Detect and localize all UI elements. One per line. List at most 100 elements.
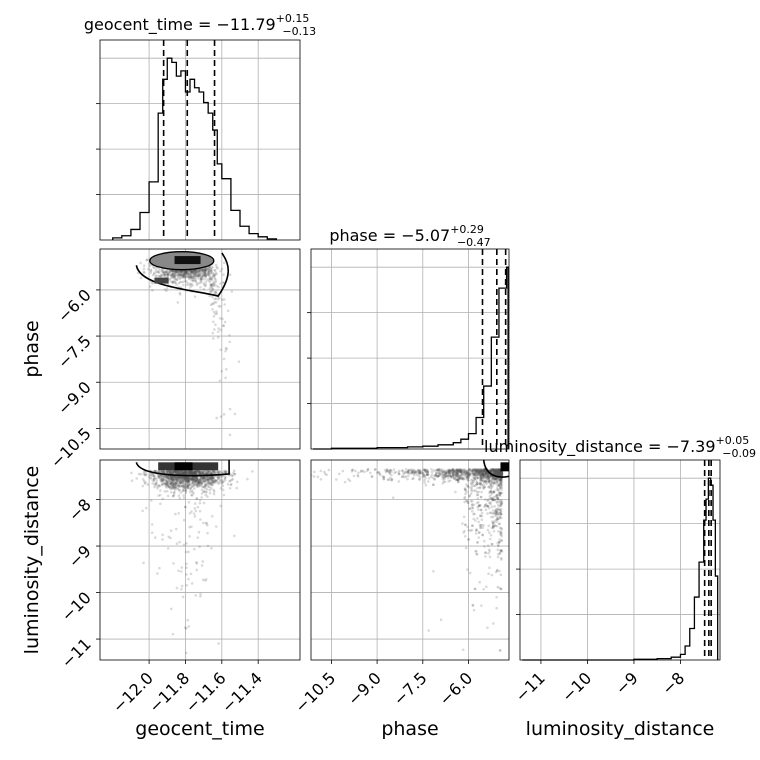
sample-point <box>200 276 203 279</box>
sample-point <box>176 484 180 488</box>
sample-point <box>348 479 352 483</box>
sample-point <box>473 476 476 479</box>
sample-point <box>499 472 503 475</box>
sample-point <box>169 471 172 475</box>
sample-point <box>209 277 213 281</box>
sample-point <box>475 501 479 505</box>
sample-point <box>187 470 191 474</box>
sample-point <box>171 478 175 482</box>
sample-point <box>172 484 176 487</box>
sample-point <box>224 346 228 350</box>
sample-point <box>476 476 479 479</box>
sample-point <box>497 491 501 495</box>
sample-point <box>200 472 204 476</box>
sample-point <box>203 277 207 281</box>
sample-point <box>412 477 415 480</box>
sample-point <box>500 474 503 477</box>
sample-point <box>499 473 503 476</box>
sample-point <box>228 334 231 337</box>
sample-point <box>497 470 500 474</box>
sample-point <box>180 476 183 479</box>
sample-point <box>232 471 235 475</box>
sample-point <box>186 484 190 488</box>
sample-point <box>496 468 500 472</box>
sample-point <box>174 470 178 474</box>
sample-point <box>201 268 205 272</box>
sample-point <box>203 477 206 481</box>
sample-point <box>174 480 178 484</box>
sample-point <box>497 471 500 474</box>
sample-point <box>497 469 501 473</box>
sample-point <box>208 280 211 284</box>
sample-point <box>482 587 485 591</box>
sample-point <box>447 470 451 474</box>
sample-point <box>368 471 372 475</box>
sample-point <box>179 271 183 274</box>
sample-point <box>496 473 499 476</box>
sample-point <box>181 476 184 480</box>
sample-point <box>200 564 204 567</box>
sample-point <box>233 472 236 476</box>
sample-point <box>185 479 189 482</box>
sample-point <box>213 471 217 475</box>
sample-point <box>203 579 207 582</box>
sample-point <box>167 477 171 481</box>
sample-point <box>490 480 494 484</box>
sample-point <box>212 284 216 288</box>
sample-point <box>418 468 422 472</box>
sample-point <box>159 478 163 482</box>
sample-point <box>203 479 206 483</box>
sample-point <box>483 504 487 507</box>
sample-point <box>266 474 269 477</box>
sample-point <box>189 270 193 273</box>
sample-point <box>191 478 194 482</box>
sample-point <box>468 571 472 575</box>
sample-point <box>491 484 494 488</box>
sample-point <box>178 470 182 473</box>
sample-point <box>221 484 225 488</box>
sample-point <box>493 524 497 528</box>
sample-point <box>497 468 501 471</box>
sample-point <box>214 297 218 301</box>
sample-point <box>370 475 374 478</box>
sample-point <box>493 468 497 472</box>
sample-point <box>483 479 487 483</box>
sample-point <box>166 481 169 485</box>
sample-point <box>202 480 206 483</box>
sample-point <box>205 521 209 525</box>
sample-point <box>163 273 166 277</box>
sample-point <box>498 552 502 555</box>
sample-point <box>164 271 168 274</box>
x-tick-label-luminosity_distance: −10 <box>558 668 595 705</box>
sample-point <box>490 526 494 530</box>
sample-point <box>497 468 501 472</box>
sample-point <box>182 276 185 279</box>
sample-point <box>165 289 168 293</box>
sample-point <box>142 561 145 565</box>
sample-point <box>480 470 484 474</box>
sample-point <box>477 471 481 475</box>
sample-point <box>184 486 187 490</box>
sample-point <box>481 469 484 473</box>
sample-point <box>443 469 446 472</box>
sample-point <box>166 482 169 486</box>
sample-point <box>190 271 193 274</box>
sample-point <box>487 476 491 480</box>
sample-point <box>489 470 493 473</box>
sample-point <box>498 484 502 487</box>
sample-point <box>187 479 191 482</box>
sample-point <box>178 476 182 479</box>
sample-point <box>185 475 189 479</box>
panel-geocent_time-hist <box>99 39 301 241</box>
y-axis-label-phase: phase <box>21 320 43 377</box>
sample-point <box>174 470 178 474</box>
sample-point <box>192 492 195 495</box>
sample-point <box>199 470 202 473</box>
sample-point <box>184 270 187 274</box>
sample-point <box>486 512 489 515</box>
sample-point <box>498 473 501 477</box>
sample-point <box>438 471 442 474</box>
sample-point <box>323 470 326 474</box>
sample-point <box>177 471 181 475</box>
sample-point <box>189 482 192 486</box>
